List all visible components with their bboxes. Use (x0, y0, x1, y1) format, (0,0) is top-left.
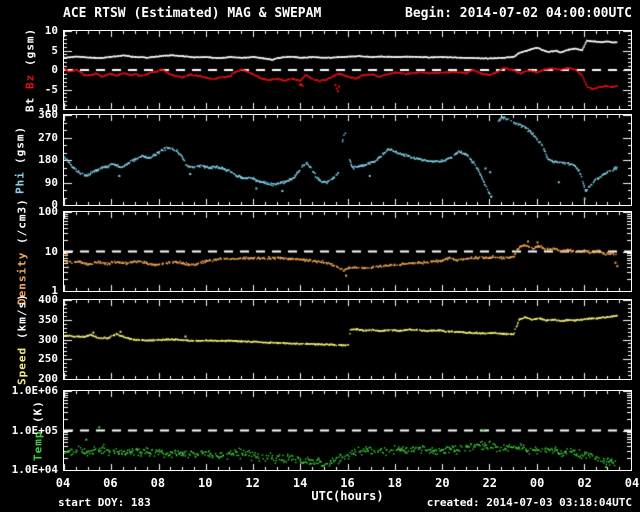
y-tick-label: 300 (38, 332, 58, 346)
y-tick-label: 1.0E+05 (11, 423, 58, 437)
y-tick-label: -10 (38, 102, 58, 115)
y-tick-label: -5 (44, 82, 58, 96)
x-tick-label: 18 (387, 476, 403, 490)
x-tick-label: 06 (103, 476, 118, 490)
y-tick-label: 200 (38, 372, 58, 385)
y-tick-label: 400 (38, 293, 58, 306)
y-tick-label: 180 (38, 153, 58, 166)
y-tick-label: 1 (51, 284, 58, 297)
x-tick-label: 16 (340, 476, 355, 490)
x-tick-label: 00 (529, 476, 545, 490)
y-tick-label: 90 (44, 175, 58, 189)
x-tick-label: 10 (198, 476, 213, 490)
page-title: ACE RTSW (Estimated) MAG & SWEPAM (63, 6, 322, 21)
y-tick-label: 250 (38, 352, 58, 366)
start-doy-label: start DOY: 183 (58, 496, 151, 509)
y-tick-label: 10 (44, 244, 58, 258)
x-tick-label: 02 (577, 476, 592, 490)
begin-timestamp: Begin: 2014-07-02 04:00:00UTC (405, 6, 632, 21)
mag-canvas (64, 31, 631, 109)
x-tick-label: 20 (435, 476, 450, 490)
x-axis-title: UTC(hours) (311, 489, 384, 503)
x-tick-label: 12 (245, 476, 260, 490)
phi-canvas (64, 115, 631, 205)
speed-panel (63, 299, 632, 380)
y-tick-label: 350 (38, 312, 58, 326)
x-tick-label: 04 (55, 476, 71, 490)
mag-panel (63, 30, 632, 110)
y-tick-label: 0 (51, 198, 58, 211)
density-canvas (64, 212, 631, 291)
x-tick-label: 22 (482, 476, 497, 490)
density-panel (63, 211, 632, 292)
axis-label-part: (K) (31, 400, 45, 423)
x-tick-label: 04 (624, 476, 640, 490)
x-tick-label: 14 (292, 476, 308, 490)
y-tick-label: 360 (38, 108, 58, 121)
x-tick-label: 08 (150, 476, 166, 490)
phi-panel (63, 114, 632, 206)
y-tick-label: 0 (51, 63, 58, 76)
y-tick-label: 1.0E+06 (11, 384, 58, 397)
y-tick-label: 10 (44, 24, 58, 37)
speed-canvas (64, 300, 631, 379)
y-tick-label: 5 (51, 43, 58, 57)
y-tick-label: 270 (38, 130, 58, 144)
created-timestamp: created: 2014-07-03 03:18:04UTC (426, 496, 632, 509)
y-tick-label: 100 (38, 205, 58, 218)
y-tick-label: 1.0E+04 (11, 463, 58, 476)
temp-canvas (64, 391, 631, 470)
temp-panel (63, 390, 632, 471)
